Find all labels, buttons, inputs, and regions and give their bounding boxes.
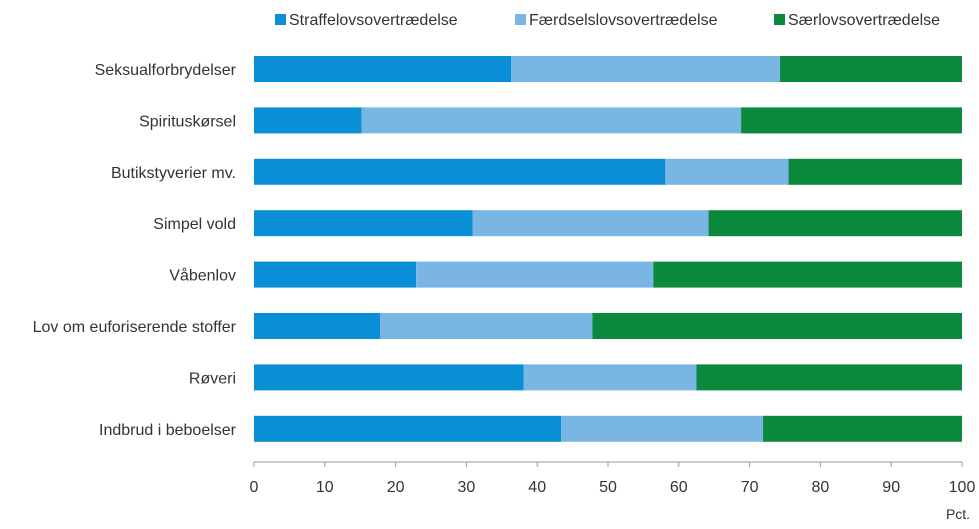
legend: Straffelovsovertrædelse Færdselslovsovert… <box>275 12 940 29</box>
legend-swatch-3 <box>774 14 785 25</box>
category-labels: Seksualforbrydelser Spirituskørsel Butikst… <box>33 62 237 439</box>
bar-1-row-5 <box>254 261 417 288</box>
bars-group <box>254 56 962 442</box>
bar-3-row-6 <box>592 313 962 339</box>
bar-2-row-5 <box>416 261 654 288</box>
bar-2-row-7 <box>523 364 697 391</box>
bar-1-row-3 <box>254 158 666 185</box>
bar-2-row-4 <box>472 210 709 237</box>
bar-2-row-1 <box>511 56 781 82</box>
category-label: Butikstyverier mv. <box>111 165 236 182</box>
bar-3-row-8 <box>763 415 962 442</box>
category-label: Røveri <box>189 370 236 387</box>
x-tick-label: 90 <box>882 479 900 496</box>
bar-3-row-4 <box>708 210 962 237</box>
category-label: Våbenlov <box>169 267 236 285</box>
category-label: Seksualforbrydelser <box>95 62 237 79</box>
x-tick-label: 80 <box>812 479 830 496</box>
legend-swatch-1 <box>275 14 286 25</box>
category-label: Indbrud i beboelser <box>99 422 237 439</box>
x-tick-label: 20 <box>387 479 405 496</box>
bar-1-row-6 <box>254 313 381 339</box>
legend-label-1: Straffelovsovertrædelse <box>289 12 458 29</box>
bar-2-row-3 <box>665 158 789 185</box>
bar-1-row-8 <box>254 415 562 442</box>
x-tick-label: 60 <box>670 479 688 496</box>
x-tick-label: 50 <box>599 479 617 496</box>
legend-swatch-2 <box>515 14 526 25</box>
bar-3-row-7 <box>696 364 962 391</box>
bar-3-row-5 <box>653 261 962 288</box>
category-label: Spirituskørsel <box>139 113 236 130</box>
bar-3-row-3 <box>788 158 962 185</box>
bar-1-row-2 <box>254 107 362 134</box>
category-label: Simpel vold <box>153 216 236 233</box>
bar-2-row-8 <box>561 415 764 442</box>
x-tick-label: 100 <box>949 479 976 496</box>
x-tick-label: 10 <box>316 479 334 496</box>
x-tick-label: 0 <box>250 479 259 496</box>
x-tick-label: 70 <box>741 479 759 496</box>
bar-1-row-1 <box>254 56 511 82</box>
bar-3-row-2 <box>741 107 962 134</box>
category-label: Lov om euforiserende stoffer <box>33 319 237 336</box>
bar-1-row-7 <box>254 364 524 391</box>
legend-label-3: Særlovsovertrædelse <box>788 12 940 29</box>
legend-label-2: Færdselslovsovertrædelse <box>529 12 718 29</box>
bar-2-row-6 <box>380 313 593 339</box>
x-tick-label: 40 <box>528 479 546 496</box>
x-axis: 0 10 20 30 40 50 60 70 80 90 100 <box>250 461 976 496</box>
bar-3-row-1 <box>780 56 962 82</box>
x-axis-unit-label: Pct. <box>946 506 970 522</box>
bar-1-row-4 <box>254 210 473 237</box>
bar-2-row-2 <box>361 107 742 134</box>
x-tick-label: 30 <box>458 479 476 496</box>
